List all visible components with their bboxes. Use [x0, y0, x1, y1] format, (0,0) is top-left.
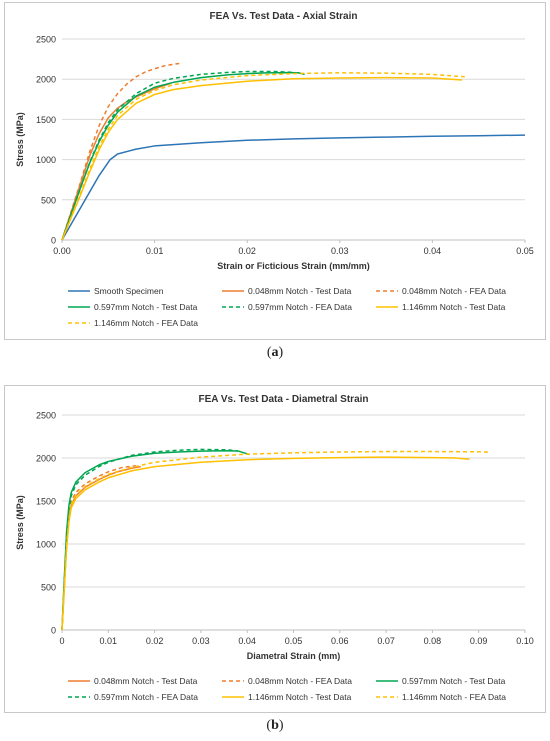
x-tick-label: 0.00 [53, 246, 71, 256]
x-tick-label: 0.04 [238, 636, 256, 646]
series-line-1-146mm-notch-fea-data [61, 450, 488, 631]
x-tick-label: 0 [59, 636, 64, 646]
x-tick-label: 0.07 [377, 636, 395, 646]
series-line-0-597mm-notch-fea-data [61, 448, 239, 631]
x-tick-label: 0.10 [516, 636, 534, 646]
caption-b: (b) [266, 718, 284, 733]
y-tick-label: 2000 [36, 454, 56, 464]
legend-item-1-146mm-notch-test-data: 1.146mm Notch - Test Data [376, 302, 506, 312]
series-line-0-597mm-notch-test-data [61, 71, 305, 241]
y-tick-label: 2500 [36, 35, 56, 45]
x-tick-label: 0.02 [238, 246, 256, 256]
legend-label: 1.146mm Notch - Test Data [248, 692, 352, 702]
legend-label: 0.048mm Notch - FEA Data [402, 286, 506, 296]
chart-panel-diametral: FEA Vs. Test Data - Diametral Strain 0 500… [4, 385, 546, 713]
y-tick-label: 2000 [36, 75, 56, 85]
legend-item-0-597mm-notch-fea-data: 0.597mm Notch - FEA Data [68, 692, 198, 702]
legend-item-0-048mm-notch-fea-data: 0.048mm Notch - FEA Data [222, 676, 352, 686]
x-tick-label: 0.04 [424, 246, 442, 256]
x-tick-label: 0.01 [100, 636, 118, 646]
axial-strain-chart: FEA Vs. Test Data - Axial Strain 0 500 1000… [15, 11, 534, 328]
legend-item-0-597mm-notch-test-data: 0.597mm Notch - Test Data [68, 302, 198, 312]
legend-label: 0.597mm Notch - Test Data [94, 302, 198, 312]
legend-item-0-048mm-notch-test-data: 0.048mm Notch - Test Data [68, 676, 198, 686]
legend-label: 0.048mm Notch - Test Data [248, 286, 352, 296]
legend-label: 1.146mm Notch - FEA Data [402, 692, 506, 702]
x-tick-label: 0.09 [470, 636, 488, 646]
chart-title: FEA Vs. Test Data - Diametral Strain [198, 394, 368, 405]
x-tick-label: 0.08 [424, 636, 442, 646]
x-tick-label: 0.05 [285, 636, 303, 646]
series-line-1-146mm-notch-fea-data [61, 72, 465, 241]
diametral-strain-chart: FEA Vs. Test Data - Diametral Strain 0 500… [15, 394, 534, 702]
x-tick-label: 0.03 [331, 246, 349, 256]
y-tick-label: 1500 [36, 115, 56, 125]
legend-label: 0.597mm Notch - FEA Data [248, 302, 352, 312]
series-line-0-048mm-notch-fea-data [61, 62, 183, 241]
series-line-0-048mm-notch-test-data [61, 465, 141, 631]
y-tick-label: 2500 [36, 411, 56, 421]
legend-label: 0.048mm Notch - FEA Data [248, 676, 352, 686]
x-tick-label: 0.03 [192, 636, 210, 646]
legend-item-0-597mm-notch-fea-data: 0.597mm Notch - FEA Data [222, 302, 352, 312]
legend-label: Smooth Specimen [94, 286, 164, 296]
legend-item-smooth-specimen: Smooth Specimen [68, 286, 164, 296]
chart-panel-axial: FEA Vs. Test Data - Axial Strain 0 500 1000… [4, 2, 546, 340]
x-axis-title: Strain or Ficticious Strain (mm/mm) [217, 261, 370, 271]
series-line-smooth-specimen [61, 134, 526, 241]
legend-item-1-146mm-notch-fea-data: 1.146mm Notch - FEA Data [376, 692, 506, 702]
x-tick-label: 0.05 [516, 246, 534, 256]
legend-label: 1.146mm Notch - FEA Data [94, 318, 198, 328]
y-tick-label: 0 [51, 626, 56, 636]
y-axis-title: Stress (MPa) [15, 495, 25, 550]
series-line-1-146mm-notch-test-data [61, 76, 463, 241]
y-tick-label: 1000 [36, 540, 56, 550]
legend-item-0-048mm-notch-fea-data: 0.048mm Notch - FEA Data [376, 286, 506, 296]
y-tick-label: 1000 [36, 155, 56, 165]
y-tick-label: 500 [41, 583, 56, 593]
x-tick-label: 0.01 [146, 246, 164, 256]
legend-item-1-146mm-notch-test-data: 1.146mm Notch - Test Data [222, 692, 352, 702]
y-tick-label: 0 [51, 236, 56, 246]
x-tick-label: 0.06 [331, 636, 349, 646]
series-line-0-597mm-notch-test-data [61, 449, 250, 631]
x-tick-label: 0.02 [146, 636, 164, 646]
y-axis-title: Stress (MPa) [15, 112, 25, 167]
series-line-0-048mm-notch-fea-data [61, 464, 137, 631]
caption-a-label: a [271, 345, 279, 360]
legend-label: 0.048mm Notch - Test Data [94, 676, 198, 686]
y-tick-label: 1500 [36, 497, 56, 507]
legend-item-0-597mm-notch-test-data: 0.597mm Notch - Test Data [376, 676, 506, 686]
y-tick-label: 500 [41, 195, 56, 205]
legend-item-0-048mm-notch-test-data: 0.048mm Notch - Test Data [222, 286, 352, 296]
x-axis-title: Diametral Strain (mm) [247, 651, 341, 661]
legend-item-1-146mm-notch-fea-data: 1.146mm Notch - FEA Data [68, 318, 198, 328]
caption-a: (a) [266, 345, 284, 360]
series-line-0-597mm-notch-fea-data [61, 70, 294, 241]
legend-label: 0.597mm Notch - FEA Data [94, 692, 198, 702]
legend-label: 0.597mm Notch - Test Data [402, 676, 506, 686]
chart-title: FEA Vs. Test Data - Axial Strain [209, 11, 357, 22]
series-line-0-048mm-notch-test-data [61, 82, 172, 241]
caption-b-label: b [271, 718, 279, 733]
legend-label: 1.146mm Notch - Test Data [402, 302, 506, 312]
